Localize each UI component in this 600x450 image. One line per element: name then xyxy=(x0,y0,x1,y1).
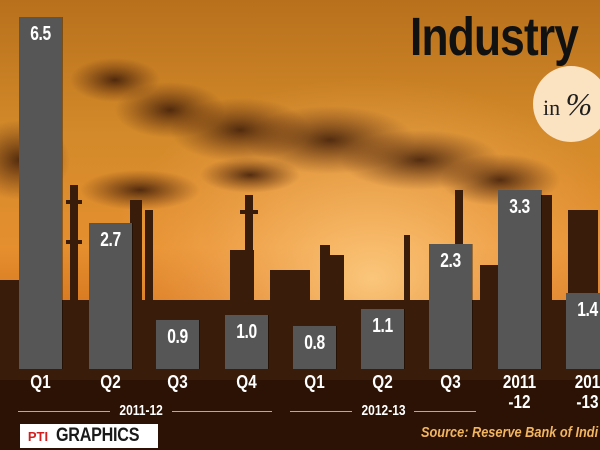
group-line-2011-12-right xyxy=(172,411,272,412)
pti-logo-text: PTI xyxy=(28,429,48,444)
group-label-2012-13: 2012-13 xyxy=(361,402,406,419)
bar-value-label-6: 1.1 xyxy=(372,315,393,338)
category-label-2: Q2 xyxy=(100,372,121,392)
category-label-5: Q1 xyxy=(304,372,325,392)
bar-7 xyxy=(429,244,472,369)
pti-logo-mark: PTI xyxy=(24,427,52,445)
bar-3 xyxy=(156,320,199,369)
category-label-6: Q2 xyxy=(372,372,393,392)
bar-2 xyxy=(89,222,132,369)
bar-6 xyxy=(361,309,404,369)
logo-text: GRAPHICS xyxy=(56,425,140,446)
group-line-2012-13-left xyxy=(290,411,352,412)
category-label-4: Q4 xyxy=(236,372,257,392)
bar-value-label-4: 1.0 xyxy=(236,320,257,343)
smoke-plume xyxy=(0,58,560,210)
bar-value-label-3: 0.9 xyxy=(167,326,188,349)
unit-prefix: in xyxy=(543,95,561,120)
bar-1 xyxy=(19,16,62,369)
source-note: Source: Reserve Bank of Indi xyxy=(421,424,599,441)
group-line-2012-13-right xyxy=(414,411,476,412)
bar-8 xyxy=(498,190,541,369)
pti-graphics-logo: PTI GRAPHICS xyxy=(20,424,158,448)
bar-value-label-5: 0.8 xyxy=(304,331,325,354)
bar-5 xyxy=(293,325,336,369)
percent-symbol: % xyxy=(565,86,593,122)
unit-label: in % xyxy=(543,86,592,123)
bar-value-label-2: 2.7 xyxy=(100,228,121,251)
category-label-3: Q3 xyxy=(167,372,188,392)
bar-value-label-8: 3.3 xyxy=(509,196,530,219)
bar-4 xyxy=(225,314,268,369)
category-label-8: 2011 -12 xyxy=(502,372,537,412)
unit-badge xyxy=(533,66,600,142)
category-label-9: 201 -13 xyxy=(574,372,600,412)
group-label-2011-12: 2011-12 xyxy=(119,402,163,419)
bar-9 xyxy=(566,293,600,369)
category-label-1: Q1 xyxy=(30,372,51,392)
bar-value-label-1: 6.5 xyxy=(30,22,51,45)
bar-value-label-7: 2.3 xyxy=(440,250,461,273)
category-label-7: Q3 xyxy=(440,372,461,392)
group-line-2011-12-left xyxy=(18,411,110,412)
bar-value-label-9: 1.4 xyxy=(577,299,598,322)
chart-title: Industry xyxy=(410,7,579,67)
